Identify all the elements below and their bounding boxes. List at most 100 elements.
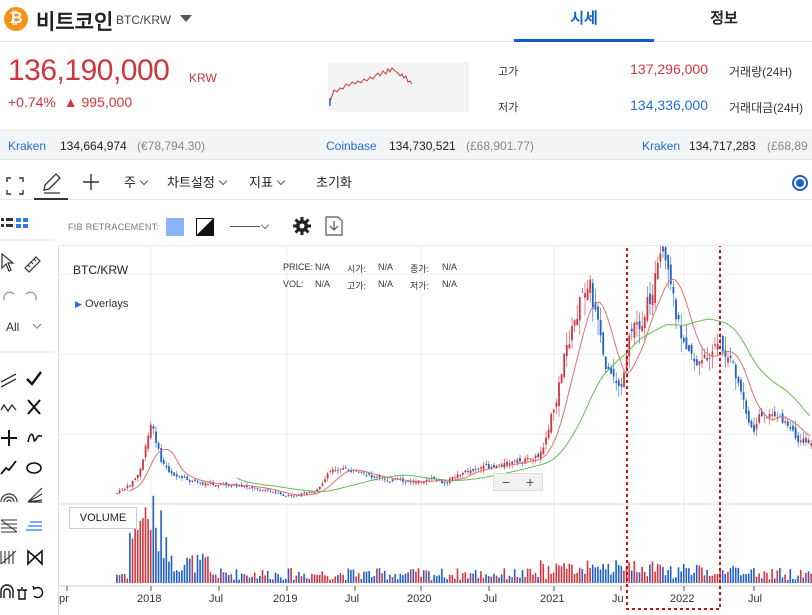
candle-body [602,332,605,355]
volume-bar [786,579,789,583]
exchange-name[interactable]: Kraken [8,139,47,153]
radio-icon[interactable] [792,175,808,191]
volume-bar [282,579,285,583]
volume-bar [337,575,339,583]
price-change: +0.74% ▲ 995,000 [8,94,132,110]
chart-canvas[interactable] [59,228,812,615]
volume-bar [677,567,680,583]
candle-body [201,482,204,485]
zoom-out-button[interactable]: − [502,474,511,490]
candle-body [563,353,566,378]
candle-body [786,421,789,427]
candle-body [474,469,477,471]
fib-arc-icon [0,493,18,503]
candle-body [490,466,493,468]
candle-body [134,478,137,481]
candle-body [654,273,657,304]
price-chart[interactable]: BTC/KRW ▶ Overlays PRICE: N/A 시가: N/A 종가… [58,228,812,615]
candle-body [706,358,709,361]
candle-body [537,453,540,458]
exchange-name[interactable]: Kraken [642,139,681,153]
candle-body [196,481,199,483]
chart-settings-dropdown[interactable]: 차트설정 [167,166,228,200]
candle-body [165,465,168,468]
candle-body [664,247,667,261]
save-template-icon[interactable] [324,215,344,237]
candle-body [680,325,683,339]
indicators-dropdown[interactable]: 지표 [249,166,286,200]
candle-body [607,366,610,370]
candle-body [500,464,503,467]
candle-body [545,437,547,445]
exchange-foreign-price: (£68,89 [767,139,808,153]
volume-bar [643,571,646,583]
volume-24h-label: 거래량(24H) [729,65,793,79]
overlays-label: Overlays [84,298,129,310]
overlays-toggle[interactable]: ▶ Overlays [75,298,128,310]
candle-body [623,372,625,387]
candle-body [677,314,680,320]
expand-icon[interactable] [6,174,24,195]
volume-bar [742,573,745,583]
candle-body [610,367,612,374]
volume-bar [685,568,688,583]
candle-body [721,336,724,352]
line-style-icon[interactable] [230,226,260,227]
volume-bar [636,572,638,583]
crosshair-icon[interactable] [80,166,102,200]
volume-bar [656,563,659,583]
volume-bar [740,575,742,583]
candle-body [407,481,410,483]
candle-body [363,472,365,474]
volume-bar [490,576,493,583]
candle-body [277,492,280,494]
volume-bar [576,572,578,583]
volume-bar [272,579,274,583]
exchange-name[interactable]: Coinbase [326,139,377,153]
volume-bar [191,555,194,583]
volume-bar [243,574,246,583]
candle-body [508,463,511,465]
tab-info[interactable]: 정보 [710,10,738,27]
x-axis-tick: 2019 [273,593,298,605]
candle-body [389,481,391,483]
volume-bar [352,569,355,583]
volume-bar [641,566,643,583]
volume-bar [758,573,760,583]
pencil-icon[interactable] [34,166,68,200]
coin-pair[interactable]: BTC/KRW [116,13,172,27]
candle-body [672,286,675,294]
volume-bar [417,568,420,583]
chevron-down-icon[interactable] [260,220,270,230]
volume-bar [227,574,230,583]
tab-price[interactable]: 시세 [514,0,654,42]
candle-body [144,445,147,458]
volume-bar [745,574,747,583]
candle-body [667,254,670,270]
chevron-down-icon[interactable] [180,15,192,22]
ohlc-price-label: PRICE: [283,262,314,272]
pencil-icon-svg [43,173,61,194]
plus-icon [1,430,17,446]
candle-body [685,337,688,350]
candle-body [716,344,719,350]
period-dropdown[interactable]: 주 [124,166,149,200]
volume-bar [178,571,181,583]
candle-body [789,426,792,429]
volume-bar [669,566,672,583]
sparkline-line [329,67,413,103]
volume-bar [285,578,287,583]
zoom-in-button[interactable]: + [526,474,535,490]
volume-bar [467,578,469,583]
gear-icon[interactable] [292,216,312,236]
fill-color-swatch[interactable] [166,218,184,236]
line-color-swatch[interactable] [196,218,214,236]
candle-body [649,293,651,304]
candle-body [753,424,755,432]
candle-body [212,482,215,485]
volume-bar [409,569,412,583]
candle-body [693,358,696,362]
candle-body [204,483,207,486]
volume-bar [495,575,498,583]
reset-button[interactable]: 초기화 [316,175,352,190]
